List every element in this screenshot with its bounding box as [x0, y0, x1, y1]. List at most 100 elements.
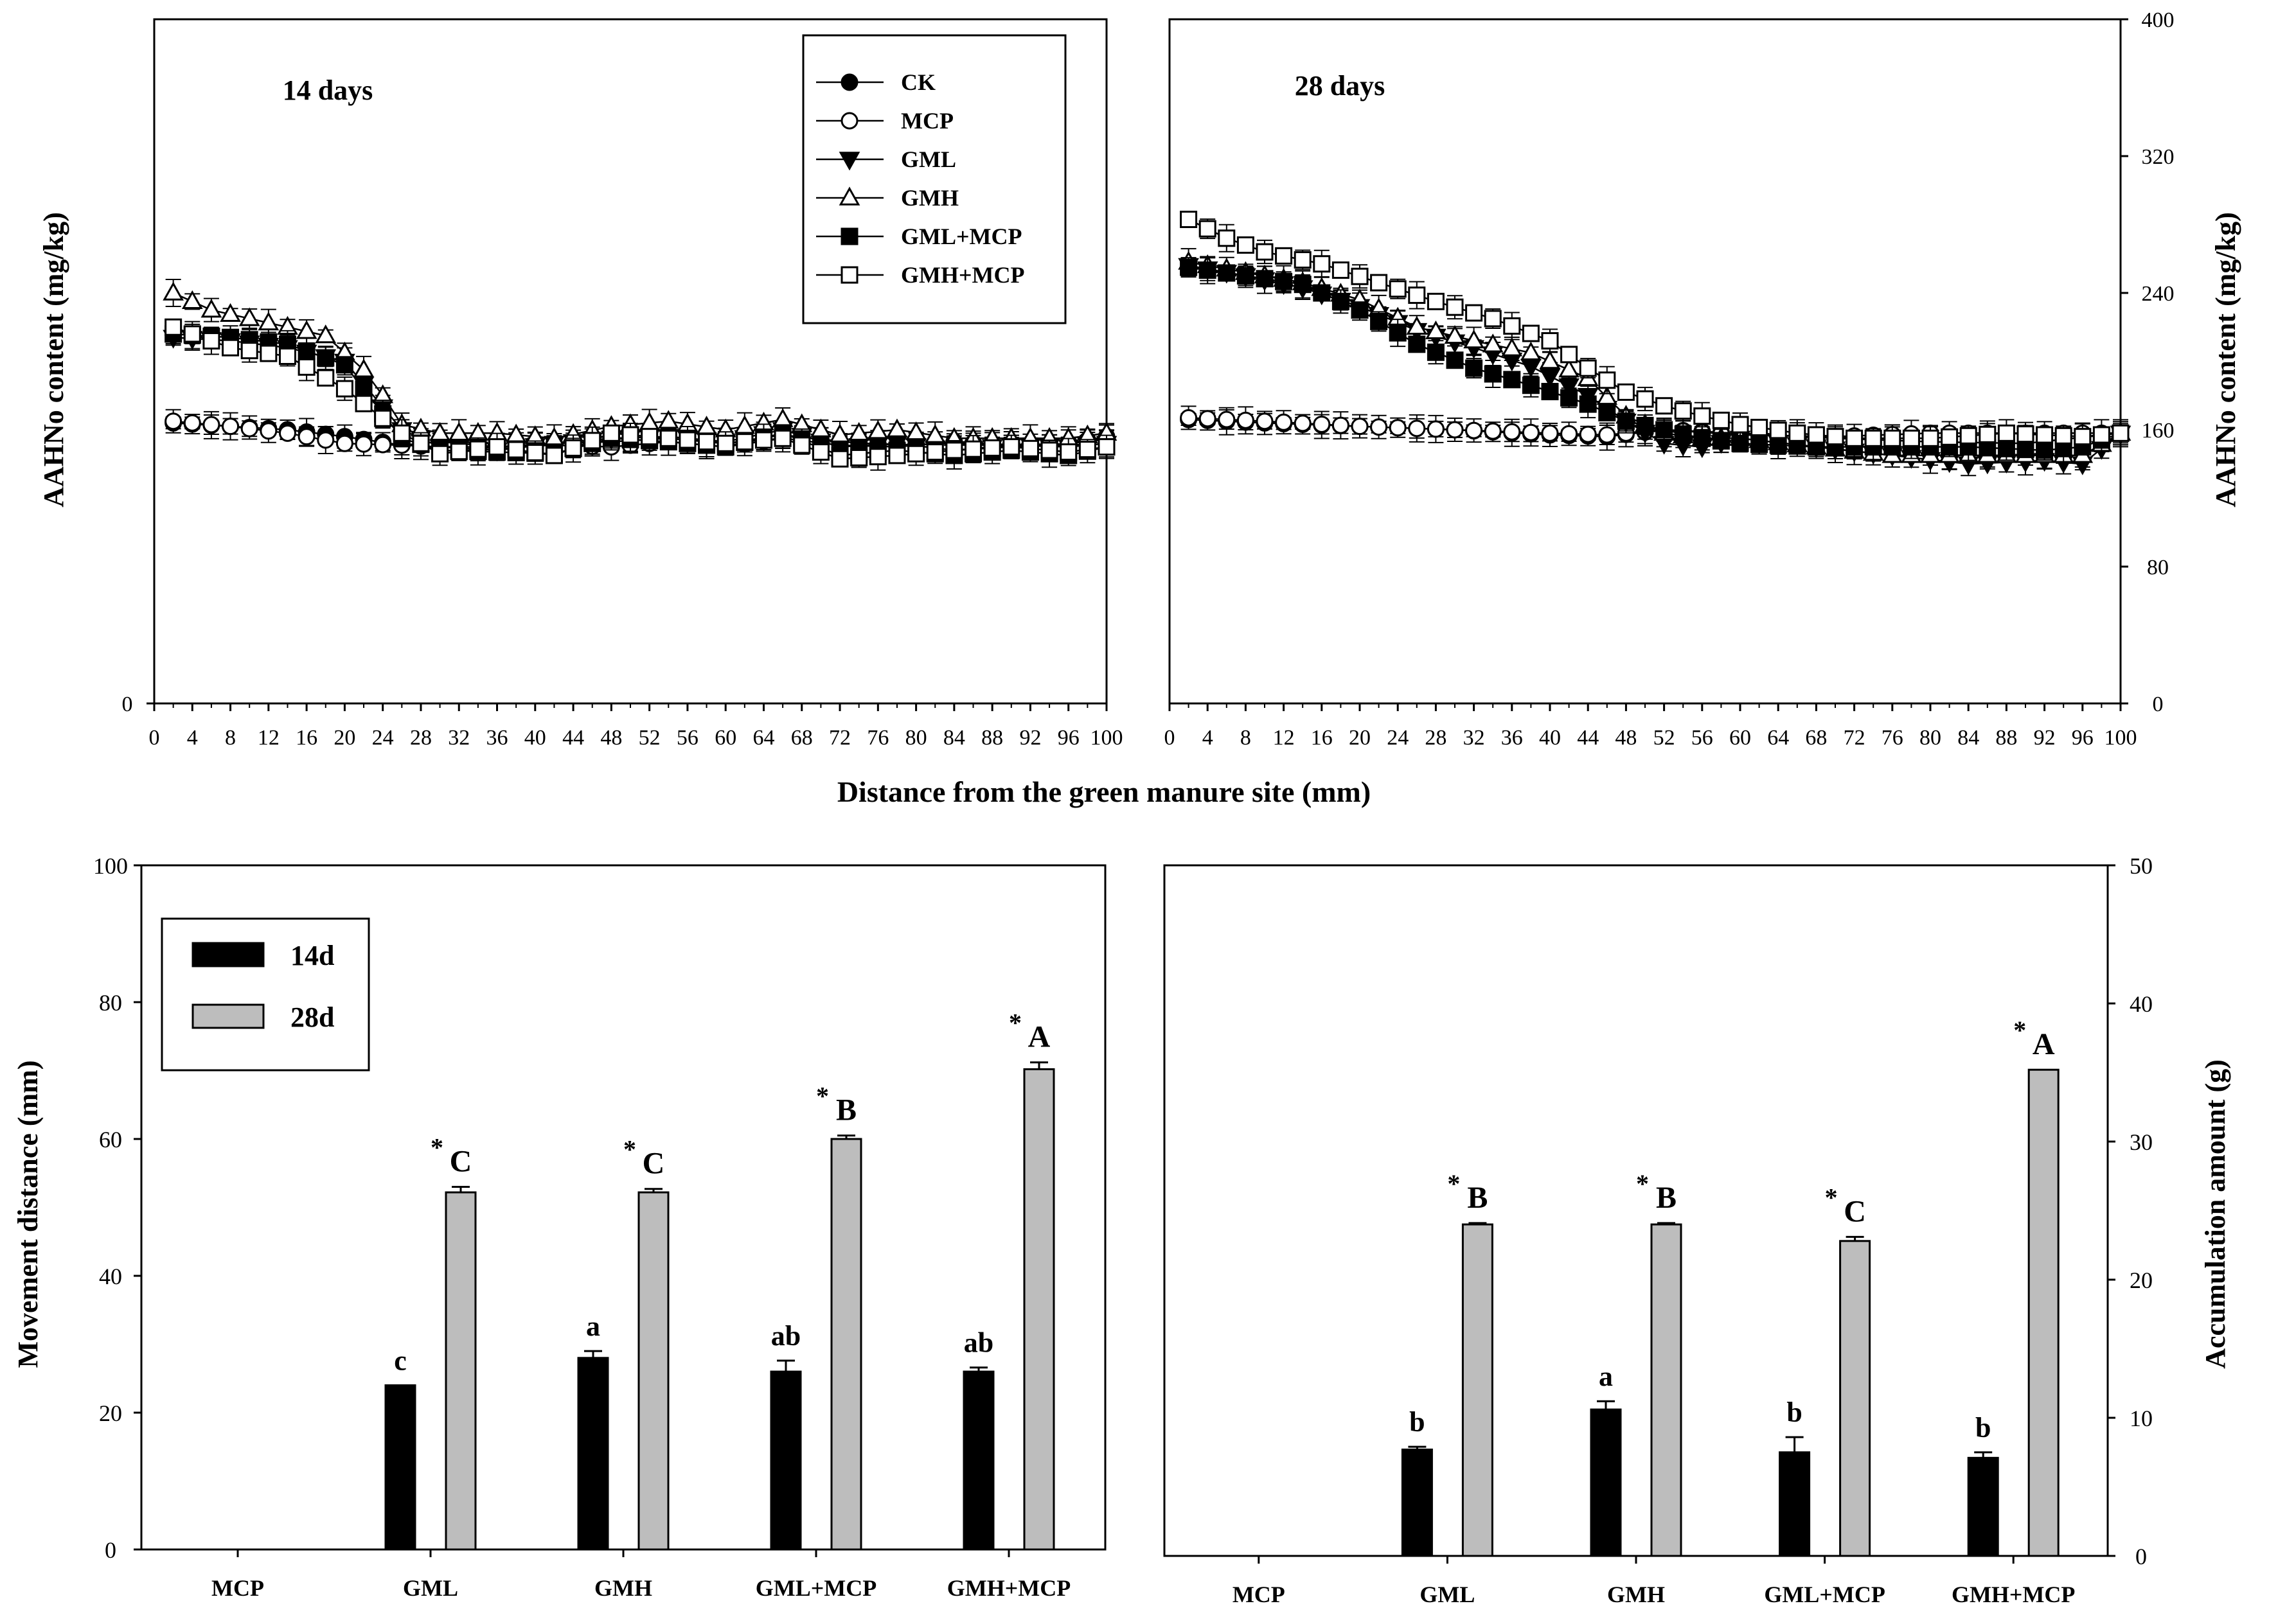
- data-point: [1313, 284, 1331, 302]
- data-point: [317, 431, 335, 449]
- data-point: [240, 342, 258, 360]
- data-point: [679, 431, 697, 449]
- y-axis-label: AAHNo content (mg/kg): [38, 212, 69, 508]
- data-point: [1256, 270, 1274, 288]
- data-point: [1864, 429, 1882, 447]
- bar-14d: [1401, 1448, 1433, 1557]
- data-point: [1218, 264, 1236, 282]
- x-tick-label: 64: [752, 726, 774, 750]
- data-point: [774, 429, 792, 447]
- x-tick-label: 84: [1957, 726, 1979, 750]
- legend-marker: [841, 227, 859, 245]
- bar-28d: [1461, 1223, 1493, 1557]
- y-tick-label: 80: [99, 990, 122, 1016]
- data-point: [335, 356, 353, 374]
- data-point: [469, 440, 487, 458]
- x-tick-label: 100: [1090, 726, 1123, 750]
- bar-28d: [1650, 1223, 1682, 1557]
- significance-label: A: [1028, 1020, 1051, 1054]
- data-point: [1427, 343, 1445, 361]
- x-tick-label: 92: [1019, 726, 1041, 750]
- significance-label: A: [2033, 1027, 2055, 1061]
- data-point: [412, 434, 430, 452]
- data-point: [907, 445, 925, 463]
- x-tick-label: 28: [1425, 726, 1446, 750]
- data-point: [258, 312, 280, 331]
- x-tick-label: 32: [448, 726, 470, 750]
- data-point: [222, 418, 240, 436]
- legend-marker: [841, 266, 859, 284]
- data-point: [1446, 351, 1464, 369]
- significance-label: C: [450, 1145, 472, 1179]
- data-point: [1389, 419, 1407, 437]
- data-point: [1997, 424, 2015, 442]
- data-point: [1883, 429, 1901, 447]
- y-tick-label: 0: [105, 1537, 116, 1563]
- x-tick-label: 16: [1311, 726, 1333, 750]
- data-point: [1446, 421, 1464, 439]
- x-tick-label: 0: [1164, 726, 1175, 750]
- data-point: [1655, 421, 1673, 439]
- data-point: [1807, 426, 1825, 444]
- legend-label: 14d: [290, 940, 334, 971]
- data-point: [1997, 439, 2015, 457]
- legend-box: [161, 917, 370, 1072]
- x-tick-label: 12: [1273, 726, 1295, 750]
- x-tick-label: 8: [1240, 726, 1251, 750]
- x-tick-label: MCP: [1232, 1582, 1285, 1607]
- data-point: [1275, 413, 1293, 431]
- x-tick-label: 68: [791, 726, 813, 750]
- data-point: [200, 299, 222, 318]
- data-point: [1522, 423, 1540, 441]
- data-point: [545, 446, 563, 464]
- y-axis-label: AAHNo content (mg/kg): [2210, 212, 2241, 508]
- data-point: [905, 421, 927, 441]
- data-point: [1313, 255, 1331, 273]
- bar-14d: [770, 1370, 802, 1551]
- data-point: [2054, 427, 2072, 445]
- data-point: [965, 440, 983, 458]
- legend-marker: [841, 73, 859, 91]
- data-point: [183, 325, 201, 343]
- data-point: [1294, 276, 1312, 294]
- data-point: [639, 411, 661, 431]
- data-point: [1769, 421, 1787, 439]
- significance-star: *: [623, 1135, 636, 1164]
- data-point: [1636, 390, 1654, 408]
- data-point: [831, 450, 849, 468]
- data-point: [886, 418, 908, 437]
- data-point: [1427, 292, 1445, 310]
- significance-star: *: [431, 1133, 443, 1162]
- data-point: [564, 439, 582, 457]
- x-tick-label: 36: [486, 726, 508, 750]
- significance-label: B: [1467, 1181, 1488, 1215]
- y-tick-label: 160: [2142, 419, 2175, 443]
- data-point: [1408, 419, 1426, 437]
- y-tick-label: 0: [122, 693, 133, 716]
- bar-14d: [963, 1370, 995, 1551]
- data-point: [1408, 335, 1426, 353]
- data-point: [1846, 429, 1864, 447]
- data-point: [1636, 416, 1654, 434]
- data-point: [1275, 272, 1293, 290]
- legend-label: CK: [901, 69, 936, 95]
- data-point: [1731, 434, 1749, 452]
- plot-frame: [1163, 864, 2109, 1557]
- data-point: [1902, 429, 1920, 447]
- x-tick-label: 24: [1387, 726, 1409, 750]
- data-point: [2112, 424, 2130, 442]
- data-point: [183, 414, 201, 432]
- y-tick-label: 80: [2147, 556, 2169, 579]
- legend-marker: [839, 152, 860, 171]
- data-point: [1520, 341, 1542, 360]
- data-point: [1463, 330, 1484, 349]
- data-point: [1674, 425, 1692, 443]
- significance-label: b: [1409, 1406, 1425, 1438]
- data-point: [1180, 211, 1198, 229]
- data-point: [1275, 247, 1293, 265]
- data-point: [1484, 422, 1502, 440]
- data-point: [1370, 312, 1388, 330]
- data-point: [1693, 429, 1711, 447]
- data-point: [488, 438, 506, 456]
- data-point: [1560, 425, 1578, 443]
